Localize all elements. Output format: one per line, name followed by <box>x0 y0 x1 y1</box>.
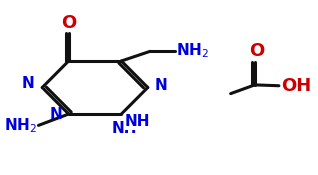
Text: N: N <box>49 107 62 122</box>
Text: N: N <box>155 78 167 93</box>
Text: N: N <box>22 76 35 91</box>
Text: NH$_2$: NH$_2$ <box>176 41 209 60</box>
Text: NH$_2$: NH$_2$ <box>4 116 37 135</box>
Text: N: N <box>22 76 35 91</box>
Text: NH: NH <box>112 121 137 136</box>
Text: OH: OH <box>281 77 312 95</box>
Text: N: N <box>155 78 167 93</box>
Text: O: O <box>249 42 264 60</box>
Text: NH: NH <box>124 114 150 129</box>
Text: O: O <box>61 14 76 32</box>
